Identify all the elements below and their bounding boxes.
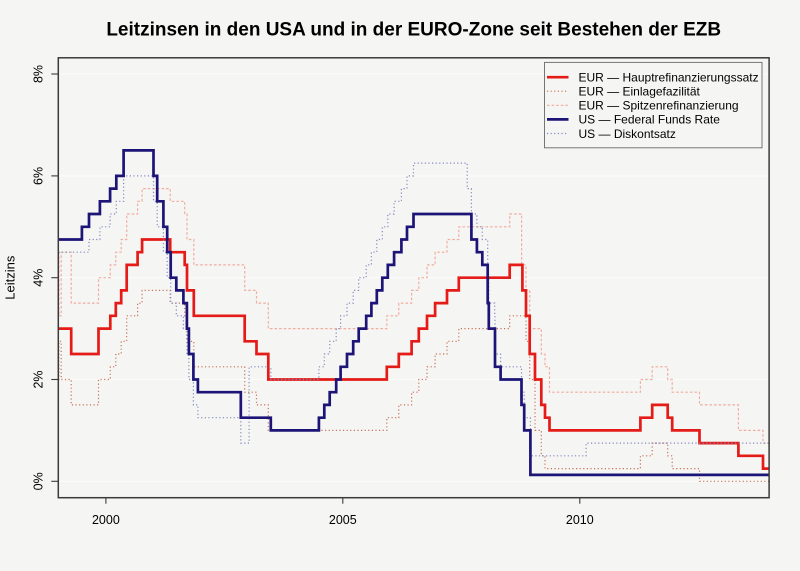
svg-text:2%: 2% (32, 370, 46, 388)
svg-text:Leitzinsen in den USA und in d: Leitzinsen in den USA und in der EURO-Zo… (106, 19, 721, 40)
svg-text:0%: 0% (32, 472, 46, 490)
svg-text:6%: 6% (32, 167, 46, 185)
svg-text:4%: 4% (32, 269, 46, 287)
svg-text:US — Federal Funds Rate: US — Federal Funds Rate (579, 113, 721, 127)
svg-text:2005: 2005 (329, 513, 357, 527)
svg-text:EUR — Spitzenrefinanzierung: EUR — Spitzenrefinanzierung (579, 99, 739, 113)
svg-text:Leitzins: Leitzins (3, 255, 18, 300)
svg-text:2010: 2010 (566, 513, 594, 527)
svg-text:8%: 8% (32, 65, 46, 83)
svg-text:2000: 2000 (92, 513, 120, 527)
svg-text:US — Diskontsatz: US — Diskontsatz (579, 127, 676, 141)
svg-text:EUR — Einlagefazilität: EUR — Einlagefazilität (579, 85, 701, 99)
svg-text:EUR — Hauptrefinanzierungssatz: EUR — Hauptrefinanzierungssatz (579, 71, 759, 85)
